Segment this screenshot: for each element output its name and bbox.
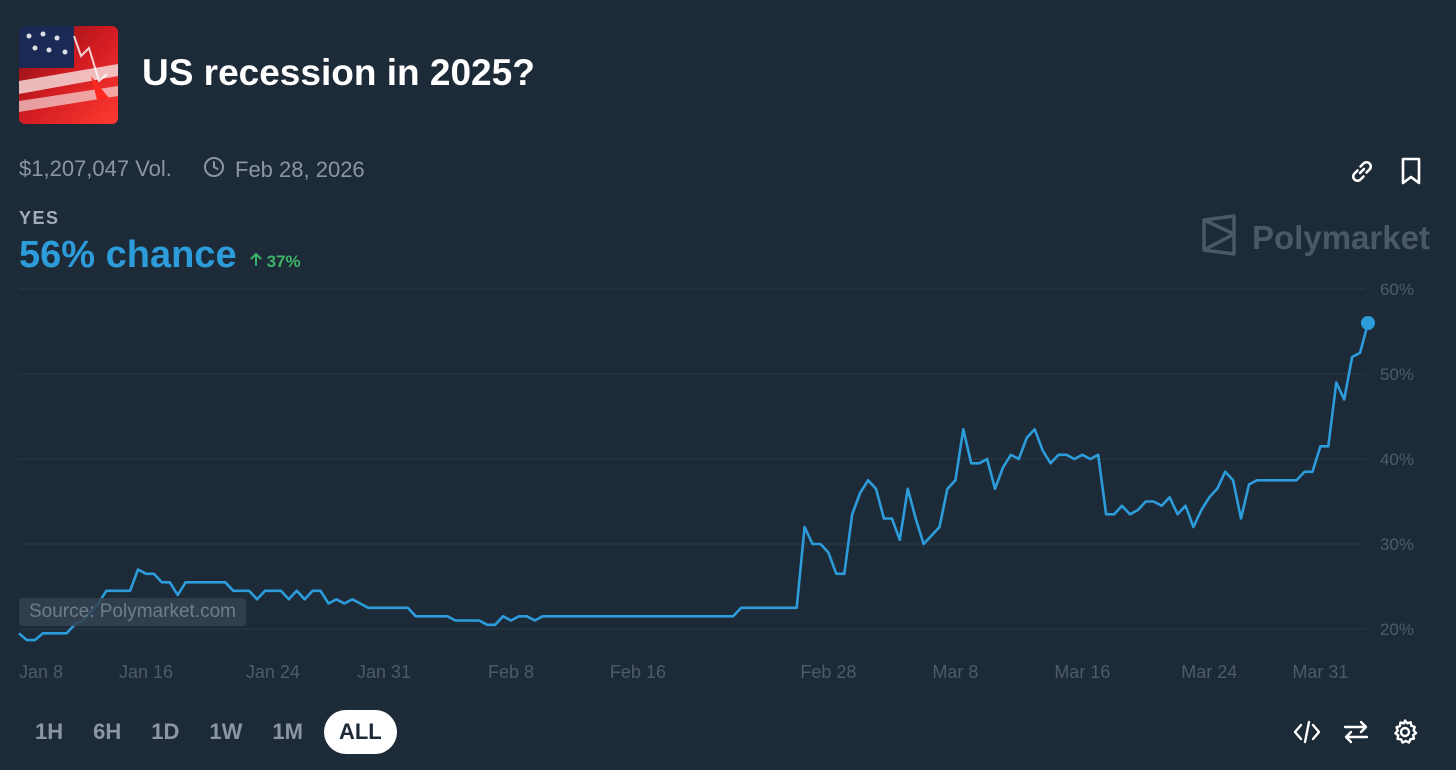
change-badge: 37%: [249, 251, 301, 272]
bookmark-icon: [1397, 157, 1425, 191]
end-date: Feb 28, 2026: [203, 156, 365, 184]
x-axis: Jan 8 Jan 16 Jan 24 Jan 31 Feb 8 Feb 16 Feb 28…: [19, 662, 1348, 682]
x-tick-label: Jan 16: [119, 662, 173, 682]
probability-chart: 20% 30% 40% 50% 60% Jan 8 Jan 16 Jan 24 Jan 31 F…: [18, 280, 1414, 682]
range-button-1d[interactable]: 1D: [151, 719, 180, 744]
market-image-icon: [19, 26, 118, 124]
x-tick-label: Feb 8: [488, 662, 534, 682]
time-range-selector: 1H 6H 1D 1W 1M ALL: [20, 710, 397, 754]
change-value: 37%: [266, 251, 301, 271]
series-line: [18, 322, 1370, 642]
y-tick-label: 50%: [1380, 365, 1414, 384]
swap-icon: [1342, 720, 1370, 750]
range-button-1h[interactable]: 1H: [35, 719, 64, 744]
current-value-dot: [1361, 316, 1375, 330]
chance-value: 56% chance: [19, 234, 237, 276]
source-label: Source: Polymarket.com: [19, 598, 246, 626]
embed-button[interactable]: [1292, 718, 1322, 746]
link-icon: [1346, 160, 1378, 191]
arrow-up-icon: [249, 251, 263, 272]
outcome-label: YES: [19, 208, 60, 228]
polymarket-watermark: Polymarket: [1200, 214, 1430, 261]
range-button-6h[interactable]: 6H: [93, 719, 122, 744]
bookmark-button[interactable]: [1397, 155, 1425, 187]
clock-icon: [203, 156, 225, 184]
settings-button[interactable]: [1391, 718, 1419, 746]
gear-icon: [1391, 719, 1419, 750]
x-tick-label: Jan 24: [246, 662, 300, 682]
y-tick-label: 40%: [1380, 450, 1414, 469]
range-button-all[interactable]: ALL: [323, 710, 397, 754]
chart-grid: [19, 288, 1365, 630]
range-button-1w[interactable]: 1W: [209, 719, 243, 744]
x-tick-label: Feb 16: [610, 662, 666, 682]
volume-text: $1,207,047 Vol.: [19, 156, 172, 181]
x-tick-label: Jan 8: [19, 662, 63, 682]
y-tick-label: 60%: [1380, 280, 1414, 299]
link-button[interactable]: [1346, 155, 1378, 187]
y-tick-label: 20%: [1380, 620, 1414, 639]
code-icon: [1292, 720, 1322, 750]
y-axis: 20% 30% 40% 50% 60%: [1380, 280, 1414, 639]
x-tick-label: Mar 16: [1054, 662, 1110, 682]
watermark-text: Polymarket: [1252, 218, 1430, 256]
x-tick-label: Mar 8: [932, 662, 978, 682]
range-button-1m[interactable]: 1M: [272, 719, 303, 744]
polymarket-logo-icon: [1200, 214, 1240, 261]
x-tick-label: Mar 31: [1292, 662, 1348, 682]
page-title: US recession in 2025?: [142, 52, 535, 93]
x-tick-label: Feb 28: [800, 662, 856, 682]
chance-row: 56% chance 37%: [19, 234, 301, 277]
end-date-text: Feb 28, 2026: [235, 157, 365, 182]
y-tick-label: 30%: [1380, 535, 1414, 554]
swap-button[interactable]: [1342, 718, 1370, 746]
x-tick-label: Mar 24: [1181, 662, 1237, 682]
x-tick-label: Jan 31: [357, 662, 411, 682]
